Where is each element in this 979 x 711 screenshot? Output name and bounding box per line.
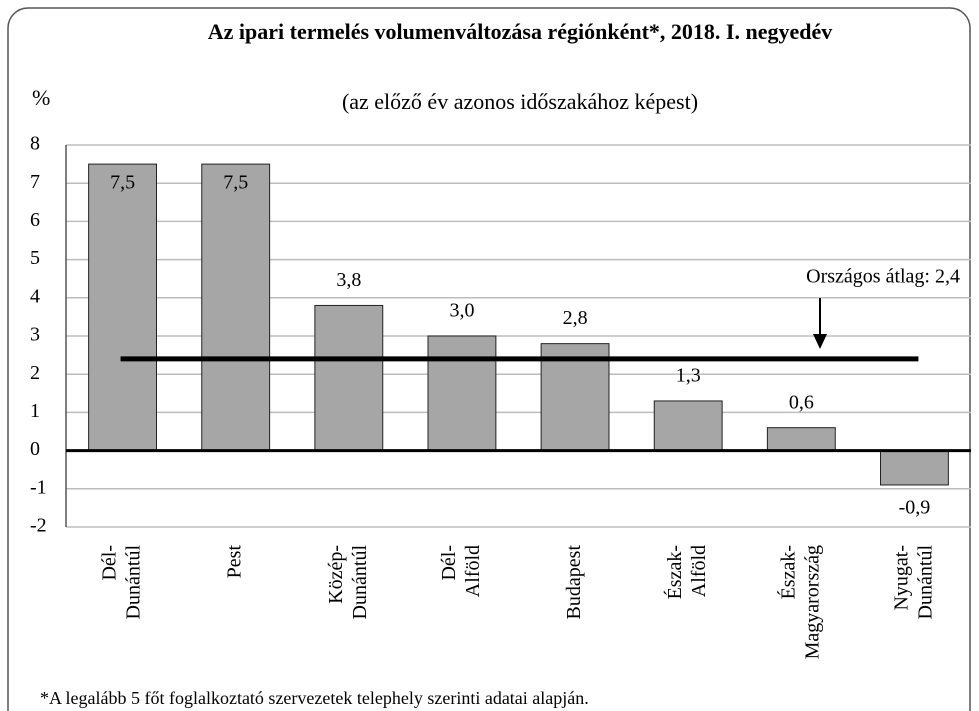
- data-label: 3,0: [449, 300, 474, 322]
- footnote: *A legalább 5 főt foglalkoztató szerveze…: [40, 688, 589, 708]
- x-tick-group: Észak- Magyarország: [776, 545, 823, 659]
- x-tick-label: Pest: [223, 545, 245, 579]
- bar: [653, 400, 723, 452]
- y-tick-label: -1: [30, 476, 47, 498]
- y-tick-label: 3: [30, 324, 40, 346]
- x-tick-label: Dél- Dunántúl: [98, 545, 144, 620]
- y-tick-label: 1: [30, 400, 40, 422]
- x-tick-group: Dél- Dunántúl: [98, 545, 144, 620]
- data-label: -0,9: [899, 497, 931, 519]
- x-tick-label: Nyugat- Dunántúl: [890, 545, 936, 620]
- data-label: 7,5: [223, 172, 248, 194]
- bar: [427, 335, 497, 452]
- data-label: 7,5: [110, 172, 135, 194]
- x-tick-label: Dél- Alföld: [438, 545, 484, 597]
- x-tick-group: Budapest: [563, 545, 585, 620]
- x-tick-label: Észak- Magyarország: [776, 545, 823, 659]
- bar: [540, 343, 610, 452]
- x-tick-group: Közép- Dunántúl: [324, 545, 370, 620]
- data-label: 1,3: [676, 365, 701, 387]
- x-tick-group: Pest: [223, 545, 245, 579]
- x-tick-label: Észak- Alföld: [663, 545, 710, 599]
- chart-title: Az ipari termelés volumenváltozása régió…: [207, 19, 833, 44]
- y-tick-label: 7: [30, 171, 40, 193]
- bar: [766, 427, 836, 452]
- bar: [88, 163, 157, 452]
- y-tick-label: 0: [30, 438, 40, 460]
- data-label: 2,8: [563, 307, 588, 329]
- bar: [880, 450, 949, 486]
- y-tick-label: 5: [30, 247, 40, 269]
- y-tick-label: 8: [30, 133, 40, 155]
- y-tick-label: 6: [30, 209, 40, 231]
- data-label: 0,6: [789, 391, 814, 413]
- arrow-head: [813, 334, 827, 349]
- reference-label: Országos átlag: 2,4: [806, 266, 960, 288]
- y-tick-label: 2: [30, 362, 40, 384]
- y-tick-label: 4: [30, 285, 40, 307]
- frame: [7, 7, 971, 711]
- x-tick-group: Észak- Alföld: [663, 545, 710, 599]
- data-label: 3,8: [336, 269, 361, 291]
- x-tick-label: Közép- Dunántúl: [324, 545, 370, 620]
- x-tick-group: Nyugat- Dunántúl: [890, 545, 936, 620]
- x-tick-group: Dél- Alföld: [438, 545, 484, 597]
- y-tick-label: -2: [30, 515, 47, 537]
- y-axis-label: %: [32, 85, 50, 110]
- bar: [201, 163, 271, 452]
- chart-subtitle: (az előző év azonos időszakához képest): [342, 89, 698, 114]
- x-tick-label: Budapest: [563, 545, 585, 620]
- bar: [314, 304, 384, 452]
